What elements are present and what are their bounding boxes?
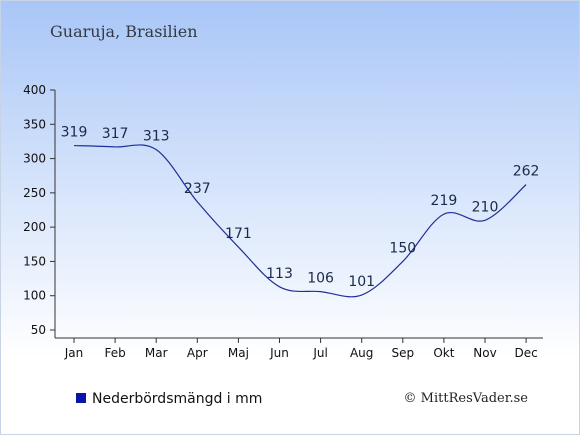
y-tick-label: 50 [31,323,46,337]
x-tick-label: Feb [104,346,125,360]
data-label: 262 [513,164,540,180]
y-tick-label: 200 [23,220,46,234]
data-label: 113 [266,266,293,282]
y-tick-label: 100 [23,289,46,303]
data-label: 106 [307,271,334,287]
data-label: 317 [102,126,129,142]
credit-text: © MittResVader.se [404,391,529,406]
y-tick-label: 350 [23,117,46,131]
legend-marker [76,393,86,403]
y-ticks: 50 100 150 200 250 300 350 400 [23,83,55,337]
y-tick-label: 150 [23,254,46,268]
x-tick-label: Jun [269,346,289,360]
x-ticks: Jan Feb Mar Apr Maj Jun Jul Aug Sep Okt Nov Dec [64,338,538,360]
y-tick-label: 300 [23,152,46,166]
x-tick-label: Dec [514,346,537,360]
data-label: 210 [472,199,499,215]
x-tick-label: Mar [145,346,168,360]
x-tick-label: Jan [64,346,84,360]
data-label: 313 [143,129,170,145]
series-line [73,144,527,298]
x-tick-label: Aug [350,346,373,360]
x-tick-label: Apr [187,346,208,360]
data-label: 237 [184,181,211,197]
chart-title: Guaruja, Brasilien [50,22,198,41]
x-tick-label: Okt [433,346,454,360]
y-tick-label: 250 [23,186,46,200]
data-label: 171 [225,226,252,242]
data-labels: 319 317 313 237 171 113 106 101 150 219 210 262 [61,125,540,290]
x-tick-label: Sep [391,346,414,360]
data-label: 101 [348,274,375,290]
x-tick-label: Jul [312,346,327,360]
data-label: 319 [61,125,88,141]
y-tick-label: 400 [23,83,46,97]
x-tick-label: Nov [473,346,496,360]
data-label: 219 [431,193,458,209]
x-tick-label: Maj [228,346,249,360]
data-label: 150 [389,240,416,256]
legend-label: Nederbördsmängd i mm [92,391,262,407]
